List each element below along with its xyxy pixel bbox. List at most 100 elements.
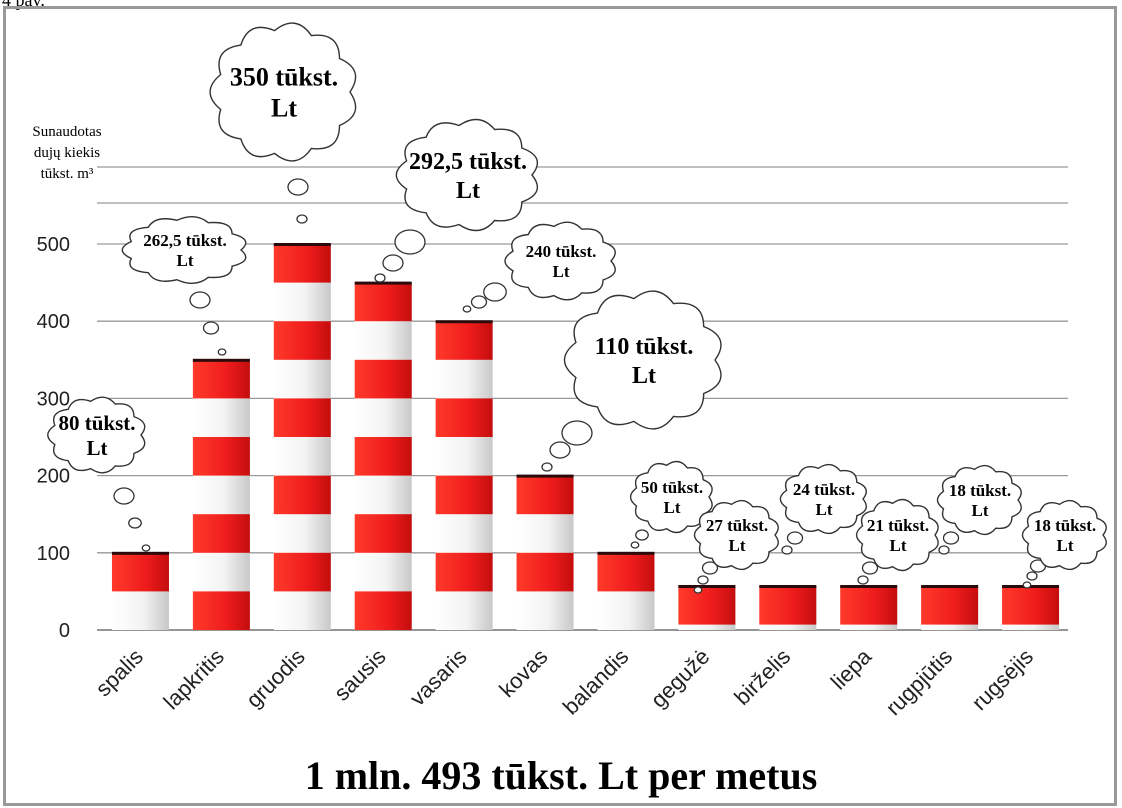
y-axis-label-line-3: tūkst. m³ [40, 166, 94, 182]
bar-stripe-red [354, 437, 412, 476]
thought-bubble-dot [141, 544, 151, 552]
bar-top-rim [192, 358, 250, 362]
thought-bubble-dot [189, 291, 211, 309]
thought-cloud: 21 tūkst.Lt [855, 498, 939, 572]
y-axis-label: Sunaudotas dujų kiekis tūkst. m³ [12, 122, 122, 185]
bar [759, 584, 817, 630]
bar-stripe-red [1002, 585, 1060, 625]
thought-bubble-dot [701, 561, 719, 575]
cost-annotation-unit: Lt [972, 501, 989, 520]
thought-bubble-dot [781, 545, 793, 555]
thought-bubble-dot [470, 295, 488, 309]
bars-layer [111, 243, 1060, 630]
y-tick-label: 300 [37, 388, 70, 410]
thought-bubble-dot [697, 575, 709, 585]
cost-annotation-amount: 292,5 tūkst. [409, 149, 527, 175]
bar-stripe-red [354, 282, 412, 322]
bar-stripe-red [192, 514, 250, 553]
thought-cloud: 110 tūkst. Lt [563, 290, 722, 430]
thought-cloud: 24 tūkst.Lt [779, 463, 867, 535]
category-label: gruodis [241, 644, 310, 713]
cost-annotation-unit: Lt [456, 178, 480, 204]
cloud-shape [121, 216, 247, 284]
cost-annotation-unit: Lt [177, 251, 194, 270]
cost-annotation-unit: Lt [271, 94, 297, 123]
bar [1002, 584, 1060, 630]
cost-annotation-unit: Lt [632, 363, 656, 389]
bar [192, 358, 250, 630]
bar [273, 243, 331, 630]
thought-bubble-dot [693, 586, 703, 594]
bar [921, 584, 979, 630]
thought-bubble-dot [296, 214, 308, 224]
thought-bubble-dot [861, 561, 879, 575]
cloud-shape [395, 118, 539, 232]
thought-cloud: 350 tūkst.Lt [209, 22, 357, 162]
bar-stripe-red [192, 591, 250, 630]
bar [354, 281, 412, 630]
cost-annotation-amount: 110 tūkst. [595, 334, 694, 360]
cost-annotation-unit: Lt [816, 500, 833, 519]
bar-stripe-red [678, 585, 736, 625]
bar-stripe-red [435, 321, 493, 360]
cloud-shape [936, 464, 1022, 536]
cost-annotation-unit: Lt [1057, 536, 1074, 555]
cost-annotation-unit: Lt [664, 498, 681, 517]
bar-stripe-red [759, 585, 817, 625]
category-label: rugsėjis [967, 644, 1038, 715]
bar-stripe-red [516, 552, 574, 592]
bar-stripe-red [597, 552, 655, 592]
cloud-shape [779, 463, 867, 535]
y-tick-label: 500 [37, 234, 70, 256]
chart-border [3, 6, 1117, 806]
category-label: sausis [329, 644, 391, 706]
thought-cloud: 292,5 tūkst. Lt [395, 118, 539, 232]
figure-caption: 4 pav. [2, 0, 45, 10]
bar-stripe-red [273, 475, 331, 515]
thought-cloud: 262,5 tūkst.Lt [121, 216, 247, 284]
category-label: gegužė [646, 644, 715, 713]
cloud-shape [209, 22, 357, 162]
bar [678, 584, 736, 630]
cloud-shape [693, 499, 779, 571]
cost-annotation-amount: 262,5 tūkst. [143, 231, 227, 250]
bar-stripe-red [273, 552, 331, 592]
category-label: liepa [826, 643, 877, 694]
bar-stripe-red [192, 359, 250, 399]
thought-bubble-dot [217, 348, 227, 356]
thought-bubble-dot [483, 282, 507, 302]
category-label: kovas [494, 644, 552, 702]
cost-annotation-amount: 240 tūkst. [526, 242, 597, 261]
thought-bubble-dot [1022, 581, 1032, 589]
bar-top-rim [273, 243, 331, 246]
bar-stripe-red [435, 552, 493, 592]
bar-stripe-red [192, 437, 250, 476]
thought-bubble-dot [202, 321, 220, 335]
bar-stripe-red [840, 585, 898, 625]
y-tick-label: 100 [37, 543, 70, 565]
bar-stripe-red [435, 475, 493, 515]
cost-annotation-amount: 24 tūkst. [793, 480, 855, 499]
y-axis-label-line-1: Sunaudotas [32, 124, 102, 140]
bar-stripe-red [354, 591, 412, 630]
y-tick-label: 200 [37, 466, 70, 488]
thought-bubble-dot [374, 273, 386, 283]
bar-stripe-red [516, 475, 574, 515]
bar [516, 474, 574, 630]
bar [840, 584, 898, 630]
bar-top-rim [921, 584, 979, 588]
cost-annotation-amount: 350 tūkst. [230, 63, 338, 92]
bar-stripe-red [273, 398, 331, 437]
cost-annotation-amount: 27 tūkst. [706, 516, 768, 535]
bar-top-rim [597, 551, 655, 555]
y-axis-label-line-2: dujų kiekis [33, 145, 101, 161]
cost-annotation-unit: Lt [890, 536, 907, 555]
total-cost-title: 1 mln. 493 tūkst. Lt per metus [304, 753, 818, 798]
thought-cloud: 240 tūkst.Lt [504, 221, 616, 301]
bar-top-rim [516, 474, 574, 478]
thought-bubble-dot [857, 575, 869, 585]
thought-bubble-dot [541, 462, 553, 472]
bar-stripe-red [111, 552, 169, 592]
